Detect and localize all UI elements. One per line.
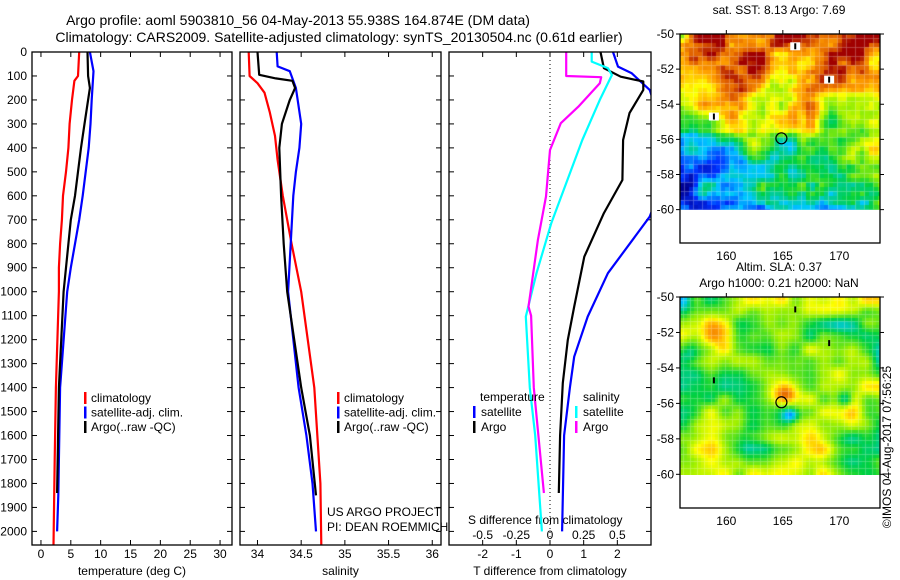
x-tick-label: -2 — [477, 547, 488, 561]
pi-credit: PI: DEAN ROEMMICH — [327, 520, 448, 534]
s-tick-label: -0.5 — [472, 528, 493, 542]
depth-tick-label: 0 — [20, 45, 27, 59]
title-line-1: Argo profile: aoml 5903810_56 04-May-201… — [66, 12, 530, 28]
legend-swatch — [337, 392, 340, 404]
plot-frame — [239, 51, 442, 546]
depth-tick-label: 1700 — [0, 452, 27, 466]
x-tick-label: 1 — [580, 547, 587, 561]
x-tick-label: 10 — [94, 547, 108, 561]
legend-label: Argo(..raw -QC) — [91, 420, 176, 434]
depth-tick-label: 1500 — [0, 405, 27, 419]
legend-swatch — [575, 406, 578, 418]
legend-label: climatology — [344, 391, 404, 405]
series-line-climatology — [52, 52, 81, 545]
series-line-t-argo — [557, 52, 645, 494]
x-tick-label: 5 — [67, 547, 74, 561]
x-tick-label: 36 — [426, 547, 440, 561]
depth-tick-label: 700 — [7, 213, 27, 227]
legend-s-satellite: satellite — [583, 405, 624, 419]
x-tick-label: 34.5 — [289, 547, 313, 561]
x-axis-label: salinity — [322, 564, 359, 578]
depth-tick-label: 1200 — [0, 333, 27, 347]
x-tick-label: 34 — [251, 547, 265, 561]
depth-tick-label: 800 — [7, 237, 27, 251]
s-tick-label: 0.25 — [572, 528, 596, 542]
depth-tick-label: 600 — [7, 189, 27, 203]
sla-map-image — [680, 297, 880, 475]
depth-tick-label: 500 — [7, 165, 27, 179]
x-tick-label: 0 — [38, 547, 45, 561]
x-tick-label: 35 — [338, 547, 352, 561]
depth-tick-label: 1400 — [0, 381, 27, 395]
legend-label: satellite-adj. clim. — [344, 406, 436, 420]
plot-frame — [31, 51, 233, 546]
series-line-s-argo — [527, 52, 603, 494]
x-tick-label: 25 — [184, 547, 198, 561]
legend-temperature-heading: temperature — [480, 390, 545, 404]
x-tick-label: 15 — [124, 547, 138, 561]
x-axis-label: temperature (deg C) — [78, 564, 186, 578]
depth-tick-label: 400 — [7, 141, 27, 155]
imos-timestamp: ©IMOS 04-Aug-2017 07:56:25 — [880, 365, 894, 529]
panel-temperature: 0100200300400500600700800900100011001200… — [0, 45, 233, 578]
legend-swatch — [337, 421, 340, 433]
s-axis-label: S difference from climatology — [468, 513, 623, 527]
project-credit: US ARGO PROJECT — [327, 505, 442, 519]
series-line-climatology — [247, 52, 323, 545]
depth-tick-label: 100 — [7, 69, 27, 83]
panel-salinity: 34 34.5 35 35.5 36 salinity climatologysatelli… — [239, 51, 442, 578]
legend-label: Argo(..raw -QC) — [344, 420, 429, 434]
x-tick-label: 20 — [154, 547, 168, 561]
depth-tick-label: 1600 — [0, 429, 27, 443]
legend-swatch — [84, 392, 87, 404]
panel-difference: -2 -1 0 1 2 T difference from climatology -0.5… — [448, 51, 652, 578]
depth-tick-label: 200 — [7, 93, 27, 107]
x-tick-label: 35.5 — [377, 547, 401, 561]
legend-swatch — [84, 421, 87, 433]
depth-tick-label: 1900 — [0, 500, 27, 514]
depth-tick-label: 1000 — [0, 285, 27, 299]
depth-tick-label: 2000 — [0, 524, 27, 538]
series-line-satellite-adj-clim- — [56, 52, 95, 532]
depth-tick-label: 300 — [7, 117, 27, 131]
legend-swatch — [473, 421, 476, 433]
series-line-argo-raw-qc- — [56, 52, 92, 494]
legend-label: satellite-adj. clim. — [91, 406, 183, 420]
sst-map-image — [680, 34, 880, 210]
legend-salinity-heading: salinity — [583, 390, 620, 404]
legend-swatch — [473, 406, 476, 418]
depth-tick-label: 900 — [7, 261, 27, 275]
profile-panels: 0100200300400500600700800900100011001200… — [0, 45, 652, 578]
x-axis-label: T difference from climatology — [473, 564, 627, 578]
series-line-t-satellite — [561, 52, 651, 532]
title-line-2: Climatology: CARS2009. Satellite-adjuste… — [55, 29, 622, 45]
legend-swatch — [337, 406, 340, 419]
x-tick-label: 2 — [614, 547, 621, 561]
s-tick-label: 0 — [547, 528, 554, 542]
legend-swatch — [84, 406, 87, 419]
series-line-s-satellite — [524, 52, 614, 532]
series-line-argo-raw-qc- — [256, 52, 318, 496]
x-tick-label: 0 — [547, 547, 554, 561]
legend-t-satellite: satellite — [481, 405, 522, 419]
s-tick-label: -0.25 — [503, 528, 531, 542]
legend-swatch — [575, 421, 578, 433]
legend-s-argo: Argo — [583, 420, 609, 434]
x-tick-label: 30 — [213, 547, 227, 561]
plot-frame — [448, 51, 652, 546]
legend-label: climatology — [91, 391, 151, 405]
series-line-satellite-adj-clim- — [275, 52, 318, 532]
x-tick-label: -1 — [511, 547, 522, 561]
depth-tick-label: 1800 — [0, 476, 27, 490]
depth-tick-label: 1100 — [1, 309, 27, 323]
s-tick-label: 0.5 — [609, 528, 626, 542]
depth-tick-label: 1300 — [0, 357, 27, 371]
legend-t-argo: Argo — [481, 420, 507, 434]
